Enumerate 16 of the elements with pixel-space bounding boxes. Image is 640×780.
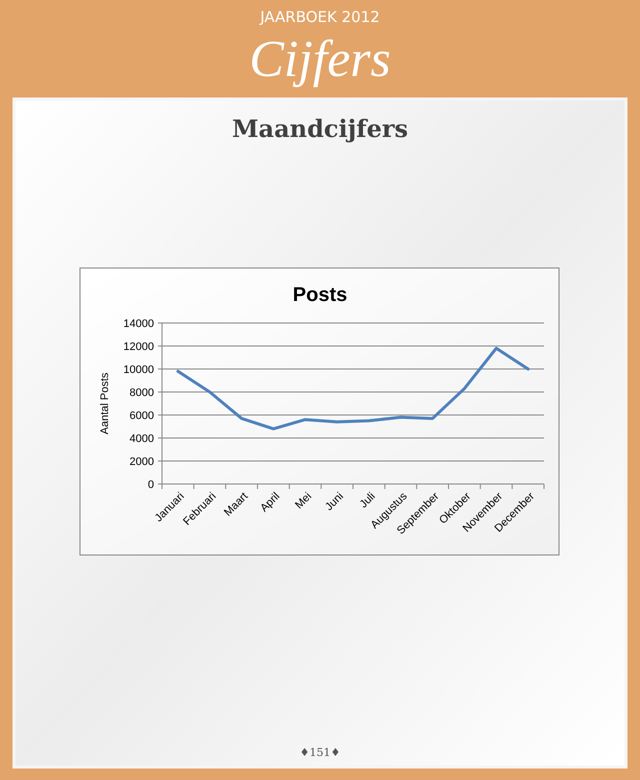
- y-tick-label: 14000: [123, 318, 154, 330]
- x-tick-label: Mei: [293, 490, 314, 512]
- text: Cijfers: [249, 31, 391, 88]
- y-tick-label: 2000: [130, 456, 154, 468]
- y-tick-label: 10000: [123, 364, 154, 376]
- text: Maandcijfers: [232, 114, 408, 143]
- line-series: [176, 346, 530, 430]
- y-tick-label: 4000: [130, 432, 154, 445]
- y-tick-label: 8000: [130, 386, 154, 399]
- y-tick-label: 6000: [130, 410, 154, 422]
- y-axis-title: Aantal Posts: [99, 372, 111, 434]
- text: ♦151♦: [300, 746, 340, 759]
- y-tick-label: 0: [148, 478, 154, 491]
- chart-title: Posts: [292, 284, 348, 306]
- text: JAARBOEK 2012: [259, 8, 380, 26]
- y-tick-label: 12000: [123, 340, 154, 353]
